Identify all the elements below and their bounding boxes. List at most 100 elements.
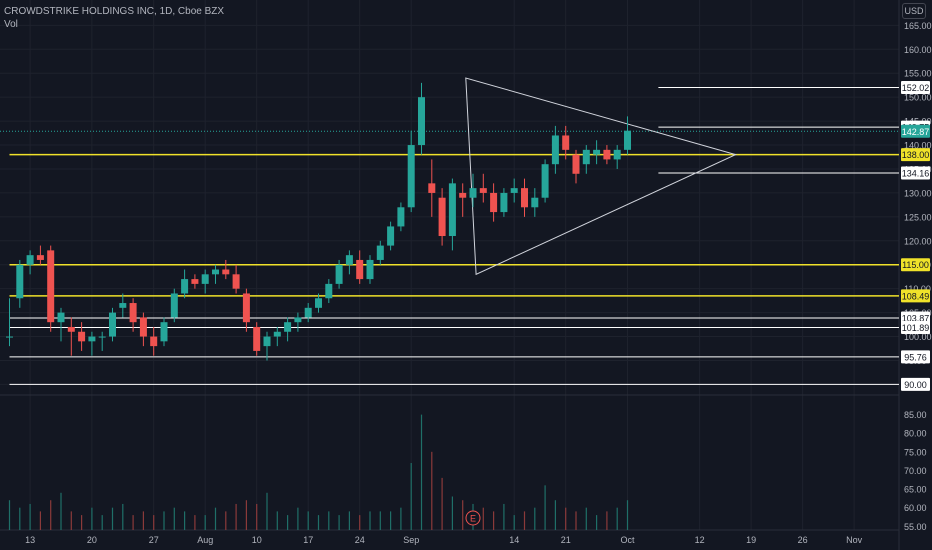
- candle-body: [448, 183, 456, 237]
- candle-body: [36, 255, 44, 260]
- time-tick-label: Aug: [197, 535, 213, 545]
- volume-bar: [214, 507, 217, 530]
- candle-body: [6, 336, 13, 338]
- level-tag-label: 108.49: [902, 291, 930, 301]
- candle-body: [366, 259, 374, 280]
- candle-body: [490, 192, 498, 213]
- candle-body: [253, 326, 261, 351]
- volume-tick-label: 80.00: [904, 429, 927, 439]
- candle-body: [150, 336, 158, 347]
- candle-body: [129, 303, 137, 323]
- time-tick-label: Oct: [620, 535, 635, 545]
- time-tick-label: Sep: [403, 535, 419, 545]
- candle-body: [397, 207, 405, 227]
- volume-bar: [266, 492, 268, 530]
- volume-bar: [297, 507, 299, 530]
- price-tick-label: 160.00: [904, 45, 932, 55]
- volume-bar: [328, 511, 330, 530]
- volume-bar: [276, 511, 278, 530]
- candle-body: [469, 188, 477, 198]
- volume-bar: [91, 507, 93, 530]
- volume-bar: [50, 500, 52, 530]
- volume-bar: [256, 503, 258, 530]
- level-tag: [901, 81, 930, 95]
- time-tick-label: 26: [798, 535, 808, 545]
- candle-body: [119, 303, 127, 308]
- volume-bar: [19, 507, 21, 530]
- volume-bar: [8, 500, 11, 530]
- earnings-marker: [465, 510, 481, 526]
- volume-bar: [307, 511, 309, 530]
- triangle-pattern: [465, 77, 738, 276]
- volume-bar: [596, 515, 598, 530]
- candle-body: [428, 183, 436, 193]
- volume-bar: [606, 511, 608, 530]
- volume-bar: [513, 515, 515, 530]
- candle-body: [500, 192, 508, 213]
- candle-body: [98, 336, 106, 338]
- candle-body: [294, 317, 302, 323]
- volume-bar: [111, 507, 114, 530]
- volume-bar: [173, 507, 175, 530]
- candle-body: [459, 192, 467, 198]
- volume-bar: [451, 496, 453, 530]
- level-tag-label: 95.76: [904, 352, 927, 362]
- candle-body: [407, 145, 415, 208]
- volume-bar: [390, 511, 392, 530]
- volume-bar: [585, 507, 587, 530]
- level-tag-label: 90.00: [904, 380, 927, 390]
- volume-bar: [184, 511, 186, 530]
- volume-bar: [523, 511, 526, 530]
- volume-bar: [431, 451, 433, 530]
- level-tag-label: 115.00: [902, 260, 929, 270]
- time-tick-label: 27: [149, 535, 159, 545]
- candle-body: [304, 307, 312, 318]
- volume-bar: [503, 503, 505, 530]
- candle-body: [624, 130, 631, 150]
- volume-bar: [194, 515, 196, 530]
- time-tick-label: 13: [25, 535, 35, 545]
- volume-bar: [101, 515, 103, 530]
- price-tick-label: 120.00: [904, 236, 932, 246]
- level-tag-label: 152.02: [902, 83, 930, 93]
- candle-body: [109, 312, 116, 337]
- volume-bar: [39, 511, 41, 530]
- volume-bar: [142, 511, 144, 530]
- candle-body: [531, 197, 539, 208]
- volume-bar: [482, 507, 484, 530]
- candle-body: [345, 255, 353, 265]
- volume-bar: [626, 500, 629, 530]
- volume-bar: [348, 511, 350, 530]
- candle-body: [232, 274, 240, 289]
- candle-body: [325, 283, 333, 299]
- price-tick-label: 165.00: [904, 21, 932, 31]
- volume-bar: [379, 511, 381, 530]
- volume-bar: [616, 507, 618, 530]
- candle-body: [139, 317, 147, 337]
- price-tick-label: 110.00: [904, 284, 931, 294]
- candle-body: [572, 154, 580, 174]
- candle-body: [613, 149, 621, 160]
- volume-bar: [29, 503, 31, 530]
- level-tag-label: 103.87: [902, 314, 930, 324]
- volume-bar: [410, 463, 412, 530]
- candle-body: [510, 188, 518, 193]
- currency-button[interactable]: USD: [902, 3, 926, 19]
- volume-bar: [204, 515, 206, 530]
- volume-bar: [132, 515, 134, 530]
- volume-bar: [369, 511, 371, 530]
- volume-bar: [359, 515, 361, 530]
- level-tag: [901, 148, 930, 162]
- candle-body: [418, 97, 425, 146]
- volume-tick-label: 70.00: [904, 466, 927, 476]
- candle-body: [387, 226, 395, 246]
- volume-bar: [287, 515, 289, 530]
- price-tick-label: 100.00: [904, 332, 932, 342]
- volume-bar: [235, 503, 237, 530]
- volume-tick-label: 55.00: [904, 522, 927, 532]
- level-tag: [901, 350, 930, 364]
- time-tick-label: Nov: [846, 535, 863, 545]
- level-tag-label: 138.00: [902, 150, 930, 160]
- candle-body: [263, 336, 271, 347]
